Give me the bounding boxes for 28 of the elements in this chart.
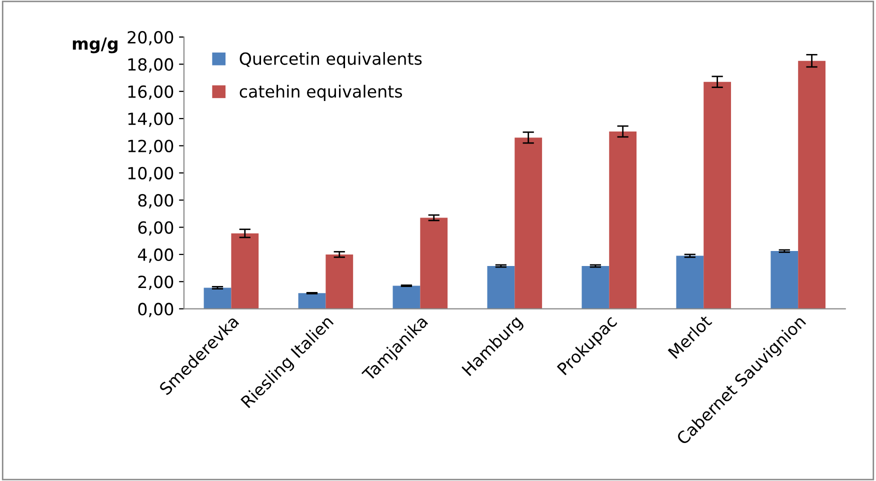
- bar: [204, 288, 232, 309]
- y-tick-label: 16,00: [128, 85, 174, 100]
- bar: [676, 256, 704, 309]
- bar: [704, 82, 732, 309]
- bar: [582, 266, 610, 309]
- y-tick-label: 20,00: [128, 31, 174, 46]
- y-axis-title: mg/g: [72, 38, 118, 54]
- legend-label: Quercetin equivalents: [240, 52, 422, 68]
- bar: [609, 131, 637, 309]
- bar: [798, 60, 826, 309]
- y-tick-label: 6,00: [138, 221, 174, 236]
- y-tick-label: 0,00: [138, 302, 174, 318]
- bar: [231, 233, 259, 309]
- y-tick-label: 12,00: [128, 140, 174, 154]
- legend-label: catehin equivalents: [240, 84, 402, 101]
- bar: [392, 286, 420, 309]
- y-tick-label: 18,00: [128, 58, 174, 72]
- y-tick-label: 8,00: [138, 194, 174, 208]
- y-tick-label: 10,00: [128, 166, 174, 182]
- y-tick-label: 2,00: [138, 276, 174, 290]
- bar: [487, 266, 515, 309]
- bar: [420, 218, 448, 309]
- bar: [514, 138, 542, 309]
- y-tick-label: 14,00: [128, 112, 174, 127]
- bar: [770, 251, 798, 309]
- bar: [298, 293, 326, 309]
- y-tick-label: 4,00: [138, 248, 174, 263]
- bar: [326, 254, 354, 309]
